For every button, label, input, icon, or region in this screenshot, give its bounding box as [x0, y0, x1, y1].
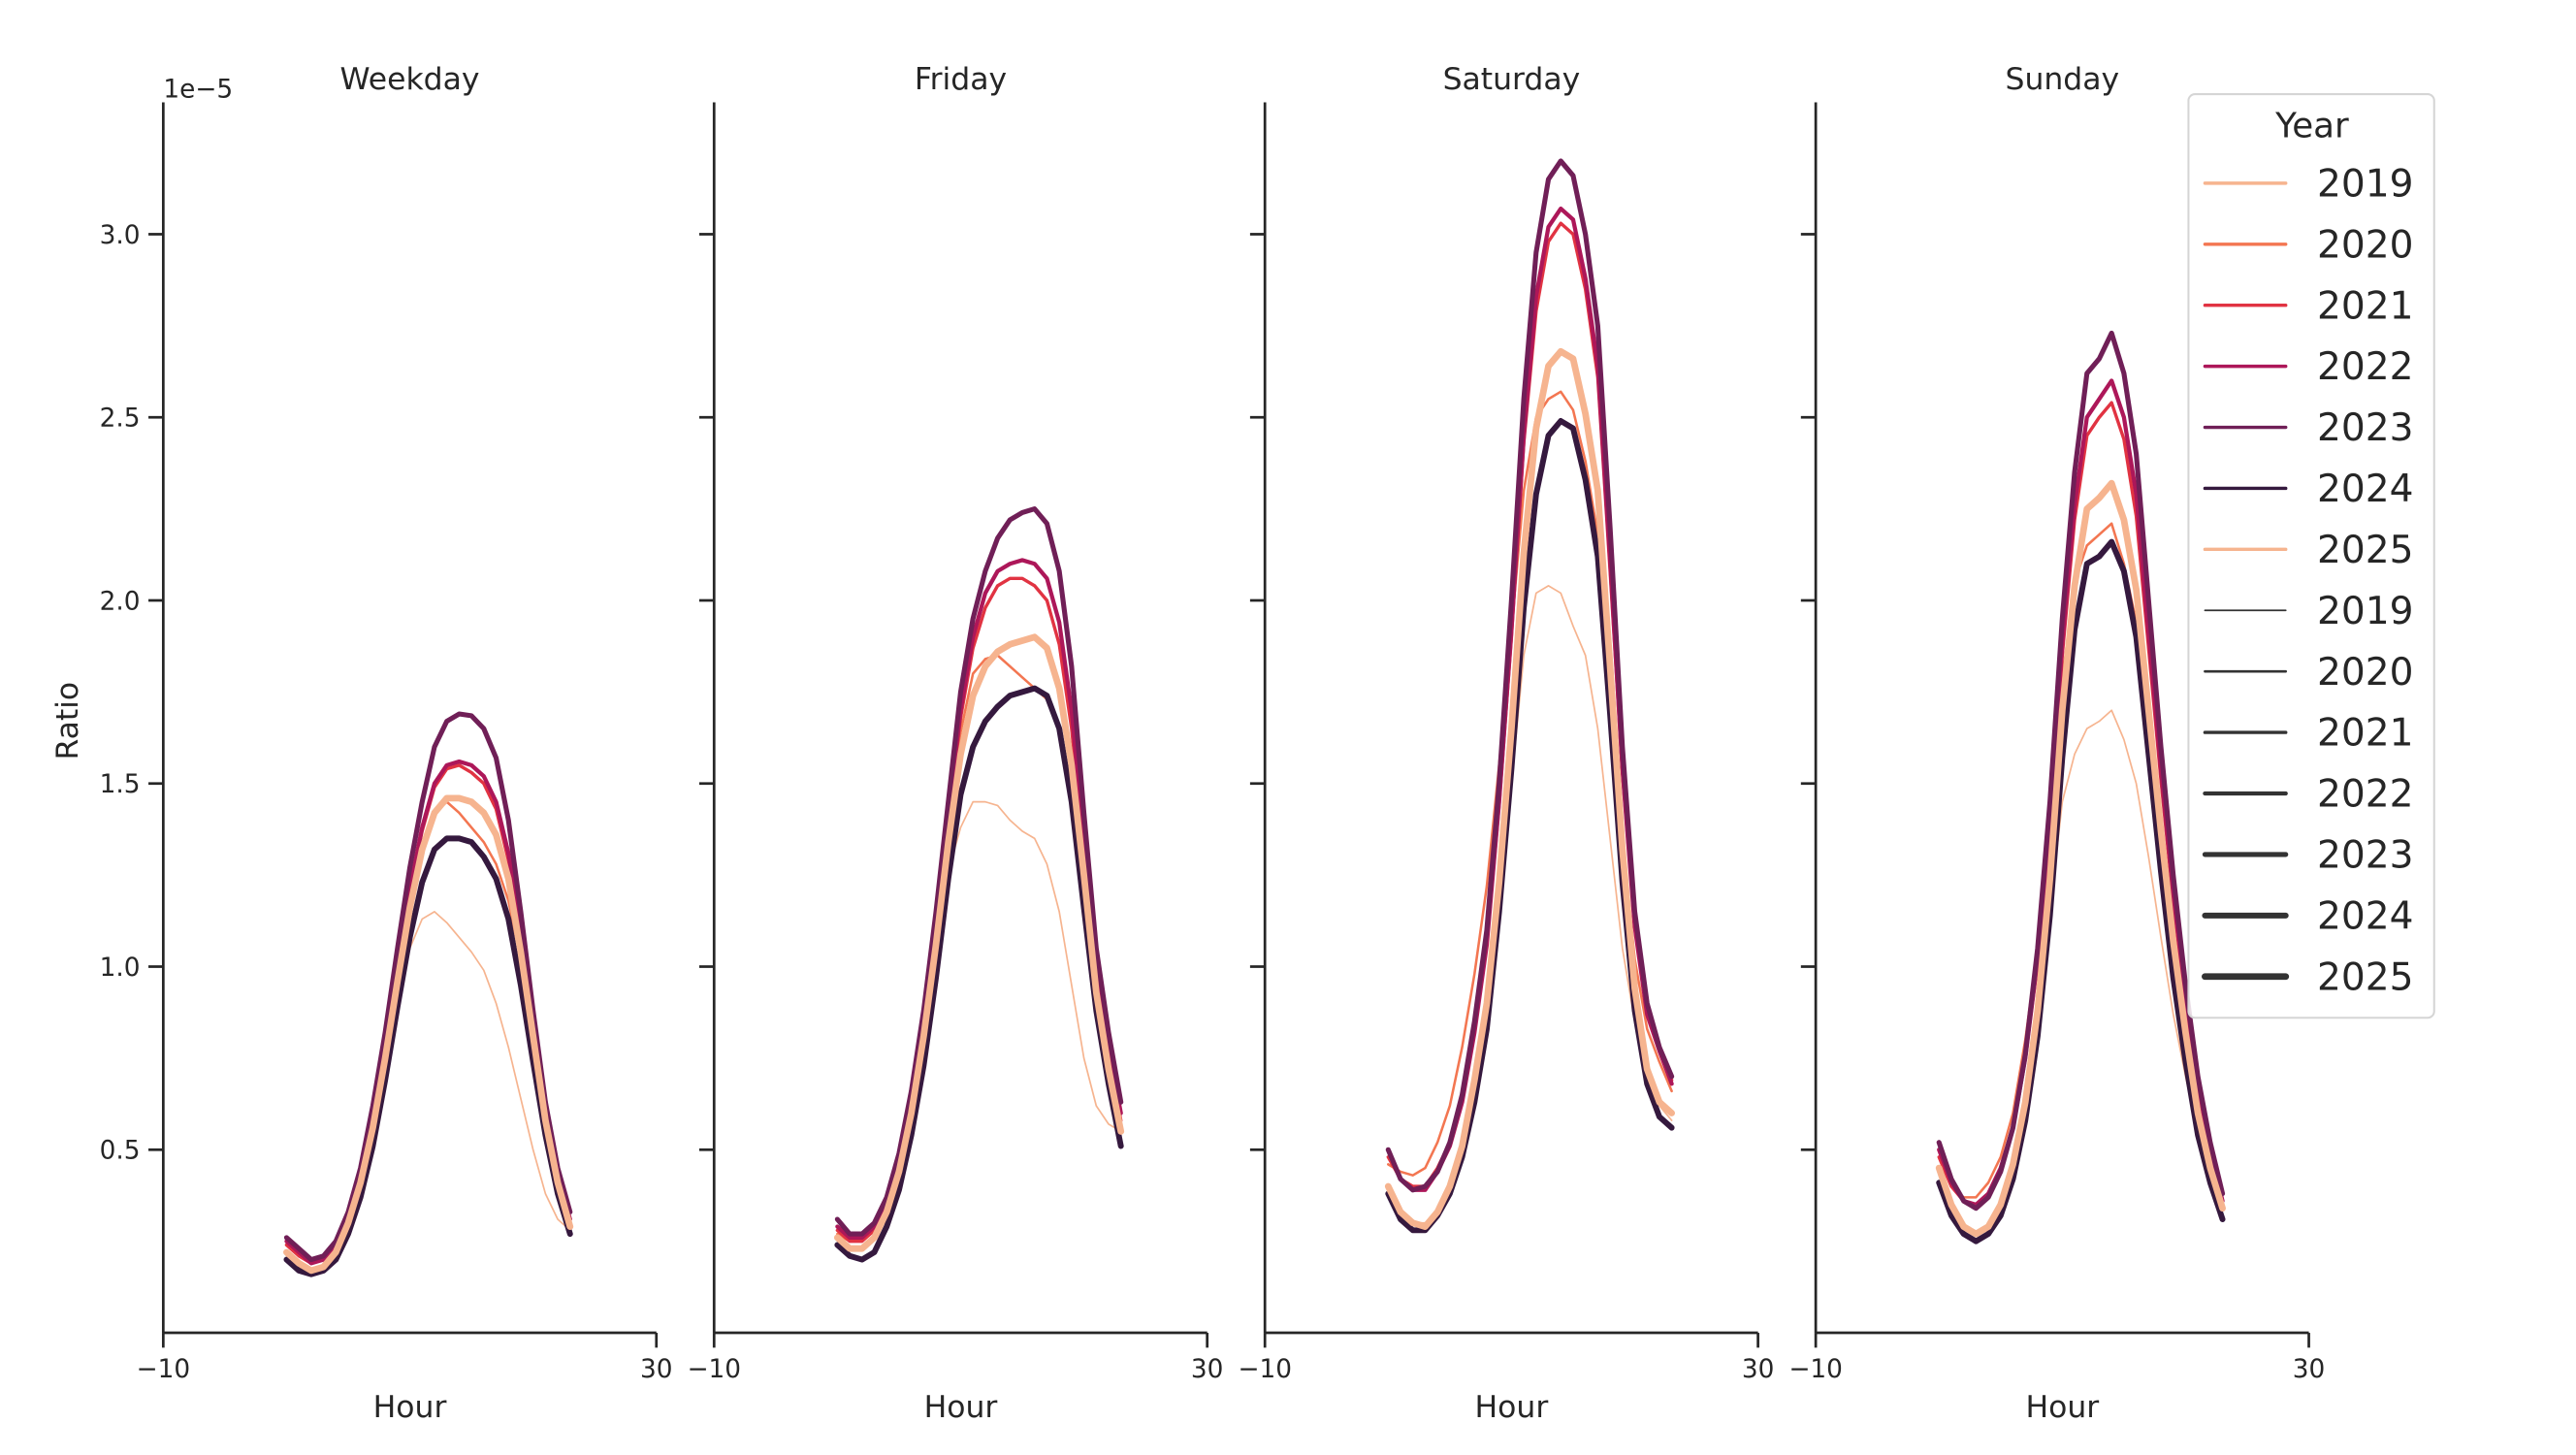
- series-line-2024: [283, 835, 573, 1277]
- legend-item-2020: 2020: [2203, 223, 2414, 267]
- legend-label: 2025: [2317, 529, 2414, 572]
- series-line-2022: [1386, 206, 1674, 1192]
- series-line-2022: [835, 558, 1123, 1241]
- legend-item-2023: 2023: [2203, 406, 2414, 450]
- x-tick-label: −10: [687, 1355, 741, 1384]
- legend-item-2023: 2023: [2202, 834, 2414, 878]
- legend-item-2019: 2019: [2204, 590, 2414, 633]
- panel-sunday: Sunday −10 30 Hour: [1788, 62, 2325, 1425]
- legend-item-2022: 2022: [2203, 773, 2414, 817]
- legend-label: 2021: [2317, 284, 2414, 328]
- panel-weekday: Weekday 0.5 1.0 1.5 2.0 2.5 3.0 −10 30 Hour: [100, 62, 673, 1425]
- legend-label: 2022: [2317, 345, 2414, 389]
- legend-item-2025: 2025: [2202, 955, 2414, 999]
- y-tick-label: 1.5: [100, 770, 141, 799]
- x-axis-label: Hour: [373, 1390, 447, 1425]
- panel-title: Saturday: [1443, 62, 1581, 97]
- x-axis-label: Hour: [924, 1390, 998, 1425]
- series-line-2023: [1385, 158, 1675, 1193]
- x-tick-label: 30: [1742, 1355, 1775, 1384]
- legend-label: 2023: [2317, 834, 2414, 878]
- panel-title: Weekday: [340, 62, 480, 97]
- x-tick-label: 30: [1191, 1355, 1224, 1384]
- series-line-2025: [1935, 479, 2226, 1238]
- legend-label: 2024: [2317, 894, 2414, 938]
- panel-friday: Friday −10 30 Hour: [687, 62, 1223, 1425]
- legend-label: 2020: [2317, 651, 2414, 695]
- series-line-2023: [283, 711, 573, 1263]
- legend-label: 2019: [2317, 162, 2414, 206]
- y-tick-label: 2.0: [100, 587, 141, 616]
- y-offset-label: 1e−5: [163, 75, 233, 104]
- x-tick-label: 30: [2293, 1355, 2326, 1384]
- legend-item-2024: 2024: [2202, 894, 2414, 938]
- y-tick-label: 3.0: [100, 221, 141, 250]
- legend-label: 2021: [2317, 712, 2414, 756]
- legend-item-2022: 2022: [2203, 345, 2414, 389]
- x-tick-label: −10: [137, 1355, 191, 1384]
- series-line-2022: [1937, 378, 2225, 1208]
- panel-title: Friday: [915, 62, 1007, 97]
- x-axis-label: Hour: [1475, 1390, 1549, 1425]
- panel-saturday: Saturday −10 30 Hour: [1238, 62, 1774, 1425]
- y-axis-label: Ratio: [50, 682, 85, 760]
- y-tick-label: 0.5: [100, 1137, 141, 1166]
- legend-item-2021: 2021: [2203, 712, 2414, 756]
- legend-label: 2020: [2317, 223, 2414, 267]
- y-tick-label: 2.5: [100, 404, 141, 434]
- legend-label: 2019: [2317, 590, 2414, 633]
- x-axis-label: Hour: [2025, 1390, 2099, 1425]
- legend: Year 2019 2020 2021 2022 2023 2024 2025 2019 2020…: [2187, 93, 2435, 1019]
- series-line-2021: [1937, 401, 2225, 1207]
- y-tick-label: 1.0: [100, 954, 141, 983]
- series-line-2023: [1936, 330, 2226, 1212]
- series-line-2025: [283, 794, 574, 1275]
- legend-label: 2023: [2317, 406, 2414, 450]
- legend-item-2025: 2025: [2203, 529, 2414, 572]
- x-tick-label: 30: [640, 1355, 673, 1384]
- legend-label: 2025: [2317, 955, 2414, 999]
- series-line-2020: [1937, 522, 2224, 1207]
- series-line-2025: [833, 633, 1125, 1252]
- series-line-2024: [1936, 538, 2226, 1245]
- legend-label: 2024: [2317, 468, 2414, 511]
- x-tick-label: −10: [1238, 1355, 1292, 1384]
- series-line-2024: [834, 685, 1124, 1263]
- legend-frame: [2187, 93, 2435, 1019]
- panel-title: Sunday: [2006, 62, 2120, 97]
- series-line-2023: [834, 506, 1124, 1237]
- legend-title: Year: [2274, 106, 2349, 146]
- series-line-2025: [1384, 347, 1676, 1230]
- legend-label: 2022: [2317, 773, 2414, 817]
- x-tick-label: −10: [1788, 1355, 1843, 1384]
- legend-item-2024: 2024: [2203, 468, 2414, 511]
- legend-item-2021: 2021: [2203, 284, 2414, 328]
- legend-item-2020: 2020: [2204, 651, 2414, 695]
- legend-item-2019: 2019: [2203, 162, 2414, 206]
